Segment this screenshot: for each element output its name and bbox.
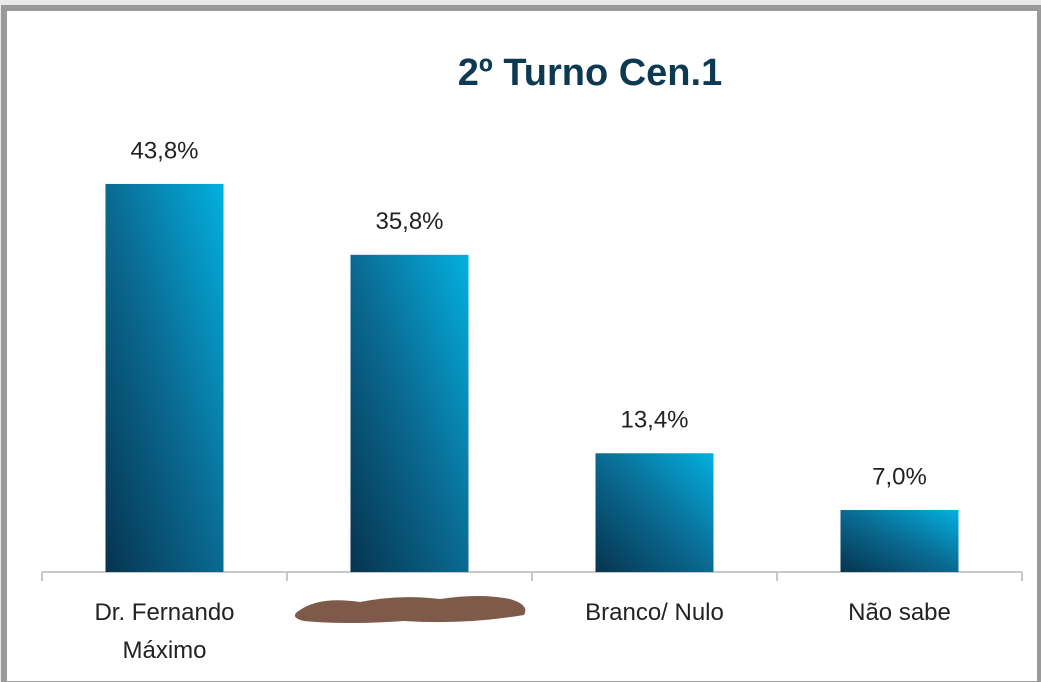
x-tick-label: Dr. Fernando Máximo — [94, 599, 235, 664]
redaction — [294, 596, 526, 623]
data-label: 7,0% — [872, 463, 927, 490]
data-label: 43,8% — [130, 137, 198, 164]
bar — [595, 453, 714, 572]
x-tick-label: Não sabe — [848, 599, 951, 626]
data-label: 13,4% — [620, 407, 688, 434]
x-tick-label: Branco/ Nulo — [585, 599, 724, 626]
data-label: 35,8% — [375, 208, 443, 235]
bar — [350, 254, 469, 572]
bar — [840, 509, 959, 572]
bar — [105, 183, 224, 572]
chart-title: 2º Turno Cen.1 — [458, 52, 722, 94]
